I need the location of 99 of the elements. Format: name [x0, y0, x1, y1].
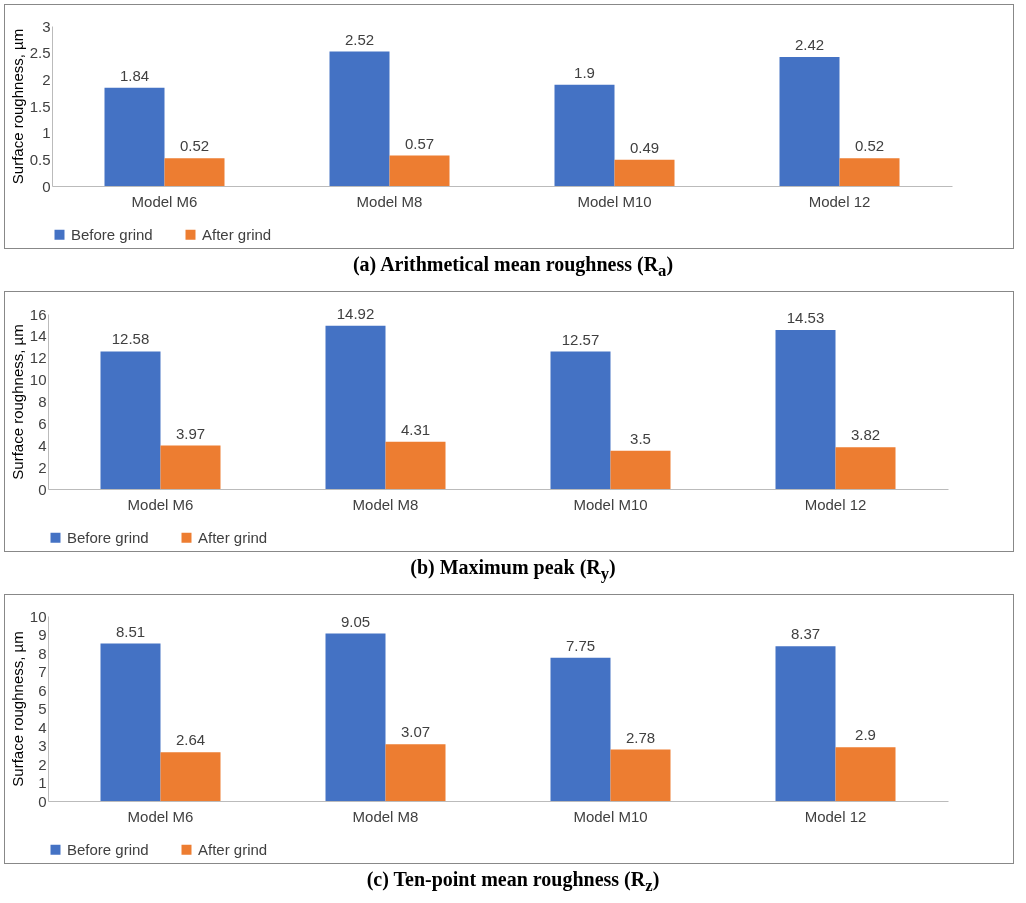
bar: [100, 643, 161, 801]
y-tick-label: 3: [38, 737, 47, 754]
text: (b) Maximum peak (R$_{y}$): [409, 556, 617, 584]
data-label: 2.9: [855, 726, 876, 744]
y-axis-title: Surface roughness, µm: [8, 324, 26, 480]
data-label: 14.53: [786, 309, 825, 327]
bar: [779, 56, 840, 186]
y-tick-label: 6: [38, 681, 47, 699]
y-tick-label: 2.5: [29, 44, 51, 62]
bar: [550, 351, 611, 489]
data-label: 8.51: [115, 622, 146, 640]
x-tick-label: Model 12: [804, 807, 867, 825]
data-label: 9.05: [340, 612, 371, 630]
y-tick-label: 9: [38, 626, 47, 643]
x-tick-label: Model M8: [356, 192, 423, 210]
x-tick-label: Model M10: [577, 192, 652, 210]
x-tick-label: Model M8: [352, 495, 419, 513]
bar: [775, 330, 836, 489]
text: (c) Ten-point mean roughness (R$_{z}$): [365, 868, 661, 896]
bar: [160, 445, 221, 489]
data-label: 2.42: [794, 35, 825, 53]
data-label: 1.84: [119, 66, 150, 84]
x-tick-label: Model M10: [573, 807, 648, 825]
y-tick-label: 1: [42, 124, 51, 142]
data-label: 0.52: [854, 137, 885, 155]
y-tick-label: 6: [38, 414, 47, 432]
bar: [610, 749, 671, 801]
legend-label: After grind: [198, 528, 268, 546]
data-label: 2.78: [625, 728, 656, 746]
bar: [554, 84, 615, 186]
y-tick-label: 10: [29, 607, 47, 625]
bar: [610, 450, 671, 489]
data-label: 14.92: [336, 304, 375, 322]
y-tick-label: 12: [29, 349, 47, 367]
data-label: 7.75: [565, 636, 596, 654]
bar: [835, 747, 896, 801]
y-tick-label: 3: [42, 17, 51, 35]
data-label: 12.57: [561, 330, 600, 348]
x-tick-label: Model M6: [127, 807, 194, 825]
y-axis-title: Surface roughness, µm: [8, 631, 26, 787]
text: (a) Arithmetical mean roughness (R$_{a}$): [351, 253, 675, 281]
legend-label: Before grind: [67, 528, 149, 546]
bar: [325, 633, 386, 801]
data-label: 8.37: [790, 625, 821, 643]
data-label: 3.82: [850, 426, 881, 444]
bar: [550, 657, 611, 801]
bar: [389, 155, 450, 186]
y-tick-label: 2: [38, 755, 47, 773]
data-label: 4.31: [400, 420, 431, 438]
y-axis-title: Surface roughness, µm: [8, 28, 26, 185]
x-tick-label: Model M8: [352, 807, 419, 825]
bar: [385, 744, 446, 801]
y-tick-label: 0: [38, 480, 47, 498]
bar: [385, 441, 446, 489]
data-label: 0.49: [629, 138, 660, 156]
y-tick-label: 7: [38, 663, 47, 680]
data-label: 0.57: [404, 134, 435, 152]
y-tick-label: 1.5: [29, 97, 51, 115]
x-tick-label: Model 12: [808, 192, 871, 210]
y-tick-label: 1: [38, 774, 47, 791]
bar: [835, 447, 896, 489]
bar: [100, 351, 161, 489]
x-tick-label: Model 12: [804, 495, 867, 513]
legend-label: Before grind: [71, 225, 153, 243]
legend-label: After grind: [202, 225, 272, 243]
bar: [104, 87, 165, 186]
bar: [839, 158, 900, 186]
x-tick-label: Model M10: [573, 495, 648, 513]
y-tick-label: 0.5: [29, 150, 51, 168]
x-tick-label: Model M6: [127, 495, 194, 513]
y-tick-label: 4: [38, 436, 47, 454]
data-label: 12.58: [111, 330, 150, 348]
bar: [329, 51, 390, 186]
y-tick-label: 10: [29, 371, 47, 389]
y-tick-label: 2: [42, 70, 51, 88]
y-tick-label: 14: [29, 327, 47, 345]
y-tick-label: 0: [38, 792, 47, 810]
data-label: 3.5: [630, 429, 651, 447]
bar: [164, 158, 225, 186]
bar: [325, 325, 386, 489]
data-label: 3.97: [175, 424, 206, 442]
data-label: 2.64: [175, 731, 206, 749]
data-label: 2.52: [344, 30, 375, 48]
bar: [160, 752, 221, 801]
bar: [775, 646, 836, 801]
legend-label: Before grind: [67, 840, 149, 858]
y-tick-label: 16: [29, 305, 47, 323]
y-tick-label: 5: [38, 700, 47, 717]
y-tick-label: 4: [38, 718, 47, 736]
data-label: 0.52: [179, 137, 210, 155]
legend-label: After grind: [198, 840, 268, 858]
data-label: 3.07: [400, 723, 431, 741]
bar: [614, 159, 675, 186]
y-tick-label: 0: [42, 177, 51, 195]
x-tick-label: Model M6: [131, 192, 198, 210]
y-tick-label: 2: [38, 458, 47, 476]
data-label: 1.9: [574, 63, 595, 81]
y-tick-label: 8: [38, 644, 47, 662]
y-tick-label: 8: [38, 393, 47, 410]
